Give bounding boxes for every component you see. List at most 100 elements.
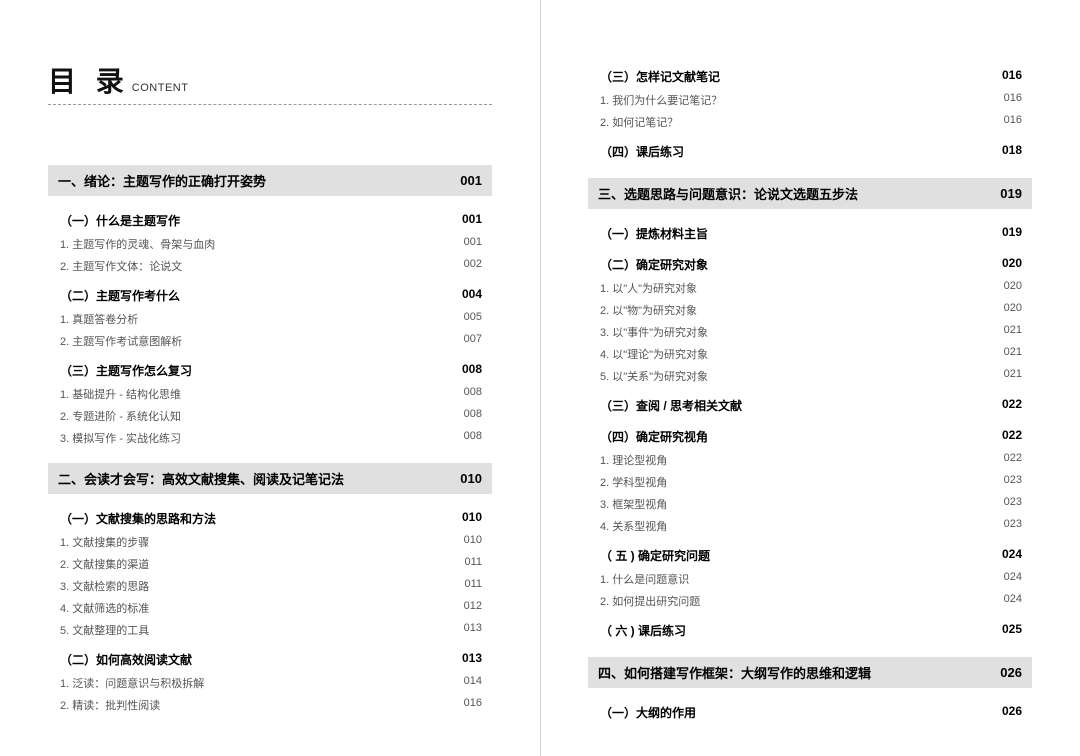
- section-row: （三）查阅 / 思考相关文献 022: [588, 393, 1032, 418]
- item-page: 023: [1004, 518, 1022, 534]
- section-page: 019: [1002, 225, 1022, 242]
- item-page: 012: [464, 600, 482, 616]
- item-title: 1. 基础提升 - 结构化思维: [60, 386, 181, 402]
- item-page: 016: [1004, 92, 1022, 108]
- section-title: （三）怎样记文献笔记: [600, 68, 720, 85]
- section-row: （一）提炼材料主旨019: [588, 221, 1032, 246]
- chapter-page: 026: [1000, 665, 1022, 680]
- section-page: 022: [1002, 397, 1022, 414]
- item-row: 1. 我们为什么要记笔记？ 016: [588, 89, 1032, 111]
- chapter-row: 一、绪论：主题写作的正确打开姿势 001: [48, 165, 492, 196]
- item-row: 5. 以"关系"为研究对象 021: [588, 365, 1032, 387]
- section-title: （三）查阅 / 思考相关文献: [600, 397, 742, 414]
- chapter-row: 四、如何搭建写作框架：大纲写作的思维和逻辑026: [588, 657, 1032, 688]
- section-title: （四）课后练习: [600, 143, 684, 160]
- item-title: 3. 文献检索的思路: [60, 578, 149, 594]
- item-page: 020: [1004, 302, 1022, 318]
- right-content: （三）怎样记文献笔记0161. 我们为什么要记笔记？0162. 如何记笔记？01…: [588, 64, 1032, 725]
- item-title: 1. 主题写作的灵魂、骨架与血肉: [60, 236, 215, 252]
- section-page: 024: [1002, 547, 1022, 564]
- item-page: 005: [464, 311, 482, 327]
- item-page: 014: [464, 675, 482, 691]
- item-title: 1. 我们为什么要记笔记？: [600, 92, 722, 108]
- item-page: 010: [464, 534, 482, 550]
- item-page: 011: [464, 578, 482, 594]
- item-page: 016: [464, 697, 482, 713]
- section-row: （二）如何高效阅读文献013: [48, 647, 492, 672]
- item-title: 2. 如何提出研究问题: [600, 593, 700, 609]
- item-title: 1. 什么是问题意识: [600, 571, 689, 587]
- section-row: （四）确定研究视角022: [588, 424, 1032, 449]
- section-page: 025: [1002, 622, 1022, 639]
- section-page: 022: [1002, 428, 1022, 445]
- chapter-page: 019: [1000, 186, 1022, 201]
- item-page: 002: [464, 258, 482, 274]
- section-title: （一）什么是主题写作: [60, 212, 180, 229]
- item-page: 008: [464, 386, 482, 402]
- section-row: （二）确定研究对象020: [588, 252, 1032, 277]
- item-title: 5. 文献整理的工具: [60, 622, 149, 638]
- item-page: 021: [1004, 324, 1022, 340]
- item-row: 3. 模拟写作 - 实战化练习 008: [48, 427, 492, 449]
- item-row: 4. 文献筛选的标准 012: [48, 597, 492, 619]
- item-page: 011: [464, 556, 482, 572]
- item-page: 013: [464, 622, 482, 638]
- item-page: 008: [464, 430, 482, 446]
- item-row: 1. 基础提升 - 结构化思维 008: [48, 383, 492, 405]
- item-row: 2. 文献搜集的渠道 011: [48, 553, 492, 575]
- item-page: 016: [1004, 114, 1022, 130]
- item-page: 022: [1004, 452, 1022, 468]
- item-row: 2. 如何记笔记？016: [588, 111, 1032, 133]
- item-title: 2. 文献搜集的渠道: [60, 556, 149, 572]
- item-title: 4. 文献筛选的标准: [60, 600, 149, 616]
- section-row: （ 五 ) 确定研究问题 024: [588, 543, 1032, 568]
- item-page: 023: [1004, 496, 1022, 512]
- item-title: 2. 专题进阶 - 系统化认知: [60, 408, 181, 424]
- item-title: 3. 以"事件"为研究对象: [600, 324, 708, 340]
- item-row: 1. 文献搜集的步骤 010: [48, 531, 492, 553]
- item-title: 1. 理论型视角: [600, 452, 667, 468]
- item-row: 2. 学科型视角023: [588, 471, 1032, 493]
- item-title: 5. 以"关系"为研究对象: [600, 368, 708, 384]
- toc-header: 目 录 CONTENT: [48, 60, 492, 100]
- item-title: 3. 模拟写作 - 实战化练习: [60, 430, 181, 446]
- item-row: 1. 泛读：问题意识与积极拆解 014: [48, 672, 492, 694]
- section-row: （一）什么是主题写作001: [48, 208, 492, 233]
- item-row: 2. 主题写作文体：论说文 002: [48, 255, 492, 277]
- item-page: 023: [1004, 474, 1022, 490]
- item-title: 2. 精读：批判性阅读: [60, 697, 160, 713]
- item-page: 024: [1004, 571, 1022, 587]
- item-row: 1. 真题答卷分析 005: [48, 308, 492, 330]
- item-row: 2. 精读：批判性阅读 016: [48, 694, 492, 716]
- item-page: 001: [464, 236, 482, 252]
- chapter-page: 001: [460, 173, 482, 188]
- section-page: 010: [462, 510, 482, 527]
- chapter-title: 一、绪论：主题写作的正确打开姿势: [58, 171, 266, 190]
- item-row: 2. 主题写作考试意图解析007: [48, 330, 492, 352]
- section-row: （三）怎样记文献笔记016: [588, 64, 1032, 89]
- item-row: 3. 文献检索的思路 011: [48, 575, 492, 597]
- chapter-title: 二、会读才会写：高效文献搜集、阅读及记笔记法: [58, 469, 344, 488]
- section-page: 013: [462, 651, 482, 668]
- item-title: 2. 主题写作文体：论说文: [60, 258, 182, 274]
- item-title: 1. 文献搜集的步骤: [60, 534, 149, 550]
- section-page: 026: [1002, 704, 1022, 721]
- item-page: 021: [1004, 346, 1022, 362]
- section-row: （四）课后练习 018: [588, 139, 1032, 164]
- section-row: （一）文献搜集的思路和方法010: [48, 506, 492, 531]
- chapter-title: 三、选题思路与问题意识：论说文选题五步法: [598, 184, 858, 203]
- section-title: （ 五 ) 确定研究问题: [600, 547, 710, 564]
- item-row: 4. 关系型视角023: [588, 515, 1032, 537]
- section-row: （ 六 ) 课后练习025: [588, 618, 1032, 643]
- header-rule: [48, 104, 492, 105]
- section-title: （一）大纲的作用: [600, 704, 696, 721]
- item-row: 5. 文献整理的工具 013: [48, 619, 492, 641]
- section-title: （二）确定研究对象: [600, 256, 708, 273]
- item-title: 1. 真题答卷分析: [60, 311, 138, 327]
- item-row: 1. 以"人"为研究对象020: [588, 277, 1032, 299]
- item-row: 1. 主题写作的灵魂、骨架与血肉 001: [48, 233, 492, 255]
- section-page: 018: [1002, 143, 1022, 160]
- section-page: 008: [462, 362, 482, 379]
- item-title: 1. 泛读：问题意识与积极拆解: [60, 675, 204, 691]
- item-page: 021: [1004, 368, 1022, 384]
